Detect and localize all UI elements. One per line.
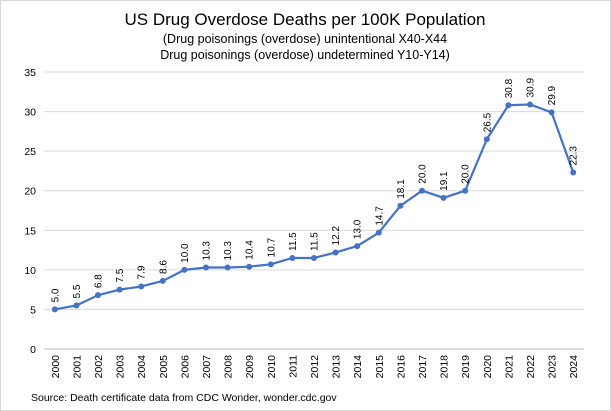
data-label: 6.8 — [94, 274, 105, 288]
data-point — [246, 263, 253, 270]
data-point — [462, 187, 469, 194]
x-tick-label: 2015 — [374, 355, 386, 379]
data-label: 5.5 — [72, 284, 83, 298]
data-point — [181, 266, 188, 273]
x-tick-label: 2016 — [395, 355, 407, 379]
data-label: 22.3 — [569, 146, 580, 166]
data-label: 29.9 — [547, 85, 558, 105]
data-label: 10.3 — [223, 241, 234, 261]
data-point — [73, 302, 80, 309]
chart-subtitle-line-2: Drug poisonings (overdose) undetermined … — [160, 48, 450, 62]
x-tick-label: 2022 — [525, 355, 537, 379]
x-tick-label: 2013 — [331, 355, 343, 379]
data-point — [138, 283, 145, 290]
data-label: 5.0 — [50, 288, 61, 302]
data-point — [95, 292, 101, 299]
data-point — [419, 187, 425, 194]
x-tick-label: 2018 — [439, 355, 451, 379]
data-point — [116, 286, 123, 293]
data-points — [51, 101, 577, 313]
x-tick-label: 2021 — [503, 355, 515, 379]
data-labels: 5.0 5.5 6.8 7.5 7.9 8.6 10.0 10.3 10.3 10.4 10.7 11… — [50, 78, 579, 303]
data-point — [527, 101, 533, 108]
data-label: 30.8 — [504, 78, 515, 98]
data-point — [505, 102, 512, 109]
x-tick-label: 2024 — [568, 355, 580, 379]
data-label: 14.7 — [374, 206, 385, 226]
data-point — [51, 306, 58, 313]
data-point — [440, 194, 447, 201]
y-tick-label: 25 — [24, 146, 36, 158]
source-note: Source: Death certificate data from CDC … — [31, 392, 337, 404]
data-label: 20.0 — [461, 164, 472, 184]
x-tick-label: 2006 — [179, 355, 191, 379]
data-point — [267, 261, 274, 268]
x-tick-label: 2008 — [223, 355, 235, 379]
data-label: 11.5 — [310, 232, 321, 251]
x-tick-label: 2005 — [158, 355, 170, 379]
data-point — [159, 277, 166, 284]
x-axis-ticks: 2000 2001 2002 2003 2004 2005 2006 2007 2008 2009… — [50, 355, 580, 379]
data-label: 19.1 — [439, 171, 450, 191]
y-axis-ticks: 0 5 10 15 20 25 30 35 — [24, 67, 36, 356]
data-label: 13.0 — [353, 219, 364, 239]
x-tick-label: 2020 — [482, 355, 494, 379]
y-tick-label: 30 — [24, 107, 36, 119]
x-tick-label: 2017 — [417, 355, 429, 379]
x-tick-label: 2011 — [287, 355, 299, 378]
data-point — [548, 109, 555, 116]
gridlines — [44, 71, 584, 350]
data-label: 10.7 — [266, 237, 277, 257]
data-label: 18.1 — [396, 179, 407, 199]
y-tick-label: 0 — [30, 344, 36, 356]
data-label: 26.5 — [482, 112, 493, 132]
data-label: 10.4 — [245, 240, 256, 260]
data-point — [483, 136, 490, 143]
data-label: 12.2 — [331, 226, 342, 246]
data-label: 10.3 — [202, 241, 213, 261]
x-tick-label: 2012 — [309, 355, 321, 379]
data-label: 10.0 — [180, 243, 191, 263]
data-label: 7.5 — [115, 268, 126, 282]
data-point — [354, 243, 361, 250]
x-tick-label: 2019 — [460, 355, 472, 379]
data-point — [203, 264, 209, 271]
data-point — [224, 264, 231, 271]
series-line — [54, 103, 575, 311]
x-tick-label: 2003 — [115, 355, 127, 379]
x-tick-label: 2000 — [50, 355, 62, 379]
x-tick-label: 2004 — [136, 355, 148, 379]
chart-subtitle-line-1: (Drug poisonings (overdose) unintentiona… — [163, 32, 447, 46]
x-tick-label: 2010 — [266, 355, 278, 379]
y-tick-label: 35 — [24, 67, 36, 79]
data-point — [332, 249, 339, 256]
data-point — [289, 254, 296, 261]
x-tick-label: 2014 — [352, 355, 364, 379]
data-label: 7.9 — [137, 265, 148, 279]
x-tick-label: 2001 — [71, 355, 83, 379]
x-tick-label: 2009 — [244, 355, 256, 379]
x-tick-label: 2023 — [547, 355, 559, 379]
y-tick-label: 10 — [24, 265, 36, 277]
y-tick-label: 5 — [30, 304, 36, 316]
data-point — [375, 229, 382, 236]
chart-title: US Drug Overdose Deaths per 100K Populat… — [125, 10, 486, 29]
series-line-group — [54, 103, 575, 311]
data-point — [570, 169, 577, 176]
x-tick-label: 2007 — [201, 355, 213, 379]
data-label: 30.9 — [526, 78, 537, 98]
data-label: 11.5 — [288, 232, 299, 251]
data-point — [311, 254, 317, 261]
data-label: 20.0 — [418, 164, 429, 184]
data-label: 8.6 — [158, 260, 169, 274]
y-tick-label: 15 — [24, 225, 36, 237]
data-point — [397, 202, 404, 209]
x-tick-label: 2002 — [93, 355, 105, 379]
y-tick-label: 20 — [24, 186, 36, 198]
